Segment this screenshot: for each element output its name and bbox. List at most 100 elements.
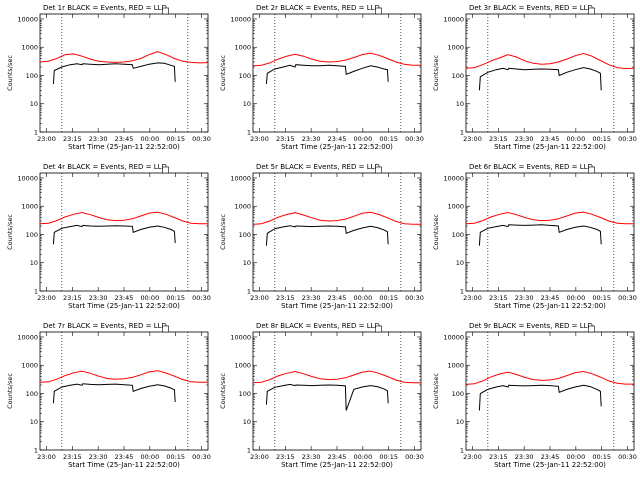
y-tick-label: 10000 bbox=[443, 15, 464, 23]
y-axis-label: Counts/sec bbox=[6, 373, 14, 409]
y-tick-label: 100 bbox=[239, 390, 251, 398]
legend-box bbox=[588, 166, 595, 174]
chart-panel-3: Det 3r BLACK = Events, RED = LLD 1 10 100 10… bbox=[432, 4, 637, 151]
x-tick-label: 23:00 bbox=[463, 294, 482, 302]
x-axis-label: Start Time (25-Jan-11 22:52:00) bbox=[68, 302, 180, 310]
y-tick-label: 1000 bbox=[447, 44, 464, 52]
y-tick-label: 1000 bbox=[21, 44, 38, 52]
x-tick-label: 00:00 bbox=[566, 453, 585, 461]
y-tick-label: 1 bbox=[34, 446, 38, 454]
x-axis-label: Start Time (25-Jan-11 22:52:00) bbox=[68, 461, 180, 469]
series-line-events bbox=[478, 224, 602, 246]
y-tick-label: 100 bbox=[26, 390, 38, 398]
chart-title: Det 7r BLACK = Events, RED = LLD bbox=[43, 322, 167, 330]
plot-frame bbox=[465, 172, 635, 292]
x-tick-label: 23:45 bbox=[328, 135, 347, 143]
x-tick-label: 23:15 bbox=[489, 294, 508, 302]
y-tick-label: 10 bbox=[243, 100, 251, 108]
series-line-events bbox=[52, 224, 176, 245]
y-tick-label: 1 bbox=[247, 128, 251, 136]
x-tick-label: 23:45 bbox=[115, 135, 134, 143]
x-tick-label: 00:15 bbox=[379, 135, 398, 143]
x-axis-label: Start Time (25-Jan-11 22:52:00) bbox=[68, 143, 180, 151]
x-tick-label: 00:15 bbox=[166, 294, 185, 302]
y-tick-label: 10000 bbox=[230, 333, 251, 341]
x-tick-label: 23:30 bbox=[302, 453, 321, 461]
x-tick-label: 00:15 bbox=[379, 294, 398, 302]
series-line-lld bbox=[465, 211, 634, 225]
y-tick-label: 100 bbox=[452, 72, 464, 80]
x-tick-label: 00:15 bbox=[379, 453, 398, 461]
x-tick-label: 00:30 bbox=[405, 135, 424, 143]
x-tick-label: 00:30 bbox=[405, 294, 424, 302]
chart-panel-6: Det 6r BLACK = Events, RED = LLD 1 10 100 10… bbox=[432, 163, 637, 310]
y-tick-label: 1000 bbox=[234, 44, 251, 52]
y-tick-label: 100 bbox=[452, 390, 464, 398]
y-tick-label: 1000 bbox=[234, 203, 251, 211]
series-line-events bbox=[265, 225, 389, 246]
x-tick-label: 00:15 bbox=[592, 135, 611, 143]
x-tick-label: 23:00 bbox=[37, 294, 56, 302]
y-tick-label: 10000 bbox=[443, 333, 464, 341]
legend-box bbox=[375, 166, 382, 174]
plot-frame bbox=[465, 331, 635, 451]
x-tick-label: 23:30 bbox=[302, 294, 321, 302]
y-tick-label: 1 bbox=[247, 446, 251, 454]
y-tick-label: 10000 bbox=[17, 333, 38, 341]
plot-frame bbox=[252, 331, 422, 451]
y-tick-label: 10 bbox=[243, 418, 251, 426]
chart-title: Det 2r BLACK = Events, RED = LLD bbox=[256, 4, 380, 12]
x-tick-label: 23:00 bbox=[37, 453, 56, 461]
x-tick-label: 23:45 bbox=[115, 294, 134, 302]
x-tick-label: 23:45 bbox=[541, 294, 560, 302]
x-tick-label: 00:00 bbox=[140, 294, 159, 302]
plot-frame bbox=[39, 172, 209, 292]
x-tick-label: 23:30 bbox=[89, 453, 108, 461]
y-tick-label: 10 bbox=[243, 259, 251, 267]
x-tick-label: 00:30 bbox=[618, 453, 637, 461]
series-line-lld bbox=[252, 52, 421, 67]
series-line-events bbox=[265, 64, 389, 85]
x-tick-label: 00:30 bbox=[618, 294, 637, 302]
series-line-lld bbox=[252, 370, 421, 384]
plot-frame bbox=[465, 13, 635, 133]
y-tick-label: 1000 bbox=[234, 362, 251, 370]
x-tick-label: 00:00 bbox=[140, 135, 159, 143]
y-axis-label: Counts/sec bbox=[6, 55, 14, 91]
x-tick-label: 23:30 bbox=[89, 135, 108, 143]
y-tick-label: 100 bbox=[452, 231, 464, 239]
y-tick-label: 1000 bbox=[21, 362, 38, 370]
chart-title: Det 5r BLACK = Events, RED = LLD bbox=[256, 163, 380, 171]
y-tick-label: 10000 bbox=[230, 174, 251, 182]
plot-frame bbox=[39, 331, 209, 451]
y-tick-label: 100 bbox=[26, 72, 38, 80]
plot-frame bbox=[39, 13, 209, 133]
x-axis-label: Start Time (25-Jan-11 22:52:00) bbox=[281, 461, 393, 469]
x-tick-label: 00:30 bbox=[192, 135, 211, 143]
chart-panel-4: Det 4r BLACK = Events, RED = LLD 1 10 100 10… bbox=[6, 163, 211, 310]
y-tick-label: 10 bbox=[30, 259, 38, 267]
plot-frame bbox=[252, 172, 422, 292]
chart-panel-1: Det 1r BLACK = Events, RED = LLD 1 10 100 10… bbox=[6, 4, 211, 151]
y-tick-label: 10 bbox=[30, 418, 38, 426]
chart-title: Det 8r BLACK = Events, RED = LLD bbox=[256, 322, 380, 330]
x-tick-label: 00:00 bbox=[353, 135, 372, 143]
x-tick-label: 23:45 bbox=[328, 453, 347, 461]
chart-panel-2: Det 2r BLACK = Events, RED = LLD 1 10 100 10… bbox=[219, 4, 424, 151]
x-tick-label: 23:00 bbox=[250, 135, 269, 143]
chart-title: Det 4r BLACK = Events, RED = LLD bbox=[43, 163, 167, 171]
x-tick-label: 00:00 bbox=[566, 135, 585, 143]
series-line-lld bbox=[252, 211, 421, 225]
x-tick-label: 00:15 bbox=[592, 453, 611, 461]
y-tick-label: 1 bbox=[460, 287, 464, 295]
legend-box bbox=[375, 325, 382, 333]
y-tick-label: 1 bbox=[460, 446, 464, 454]
series-line-lld bbox=[39, 370, 208, 383]
series-line-events bbox=[52, 62, 176, 85]
y-tick-label: 10000 bbox=[443, 174, 464, 182]
x-tick-label: 00:00 bbox=[353, 453, 372, 461]
y-tick-label: 10 bbox=[30, 100, 38, 108]
x-tick-label: 00:30 bbox=[192, 294, 211, 302]
chart-panel-8: Det 8r BLACK = Events, RED = LLD 1 10 100 10… bbox=[219, 322, 424, 469]
x-axis-label: Start Time (25-Jan-11 22:52:00) bbox=[494, 461, 606, 469]
